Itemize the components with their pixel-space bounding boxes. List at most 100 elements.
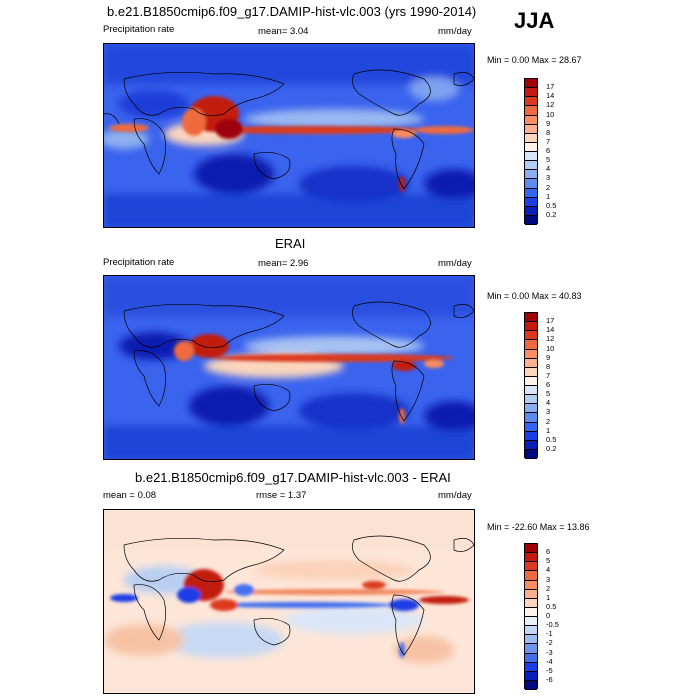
colorbar-tick-label: 7 <box>546 136 551 146</box>
colorbar-swatch <box>525 404 537 414</box>
colorbar-swatch <box>525 170 537 180</box>
panel2-colorbar <box>524 312 538 459</box>
colorbar-tick-label: 5 <box>546 155 551 165</box>
colorbar-tick-label: 0.5 <box>546 434 557 444</box>
colorbar-swatch <box>525 589 537 599</box>
season-label: JJA <box>514 8 555 33</box>
colorbar-tick-label: 3 <box>546 407 551 417</box>
colorbar-tick-label: 17 <box>546 82 555 92</box>
colorbar-swatch <box>525 431 537 441</box>
panel1-units: mm/day <box>438 26 472 37</box>
colorbar-swatch <box>525 313 537 323</box>
colorbar-tick-label: 0.5 <box>546 200 557 210</box>
colorbar-tick-label: 5 <box>546 389 551 399</box>
colorbar-tick-label: -4 <box>546 656 553 666</box>
panel2-left-label: Precipitation rate <box>103 257 175 268</box>
panel3-mean: mean = 0.08 <box>103 490 157 501</box>
colorbar-swatch <box>525 115 537 125</box>
colorbar-tick-label: -6 <box>546 674 553 684</box>
colorbar-swatch <box>525 662 537 672</box>
colorbar-tick-label: 14 <box>546 325 555 335</box>
panel1-map-field <box>104 44 474 227</box>
colorbar-swatch <box>525 106 537 116</box>
colorbar-tick-label: -1 <box>546 629 553 639</box>
colorbar-tick-label: 12 <box>546 334 555 344</box>
panel2-map <box>103 275 475 460</box>
colorbar-swatch <box>525 97 537 107</box>
panel1-mean: mean= 3.04 <box>258 26 309 37</box>
colorbar-swatch <box>525 124 537 134</box>
colorbar-tick-label: 2 <box>546 583 551 593</box>
colorbar-swatch <box>525 644 537 654</box>
colorbar-tick-label: 1 <box>546 191 551 201</box>
colorbar-swatch <box>525 358 537 368</box>
panel3-map <box>103 509 475 694</box>
colorbar-swatch <box>525 449 537 459</box>
colorbar-tick-label: 1 <box>546 592 551 602</box>
colorbar-swatch <box>525 440 537 450</box>
colorbar-tick-label: 3 <box>546 574 551 584</box>
colorbar-swatch <box>525 626 537 636</box>
colorbar-tick-label: 6 <box>546 380 551 389</box>
colorbar-swatch <box>525 133 537 143</box>
colorbar-swatch <box>525 340 537 350</box>
colorbar-swatch <box>525 617 537 627</box>
colorbar-swatch <box>525 142 537 152</box>
colorbar-tick-label: 2 <box>546 416 551 426</box>
panel2-minmax: Min = 0.00 Max = 40.83 <box>487 291 582 301</box>
colorbar-tick-label: 9 <box>546 352 551 362</box>
colorbar-tick-label: -3 <box>546 647 553 657</box>
colorbar-tick-label: -0.5 <box>546 620 559 630</box>
colorbar-swatch <box>525 395 537 405</box>
colorbar-tick-label: 10 <box>546 343 555 353</box>
colorbar-swatch <box>525 79 537 89</box>
colorbar-swatch <box>525 422 537 432</box>
colorbar-tick-label: 2 <box>546 182 551 192</box>
colorbar-swatch <box>525 179 537 189</box>
panel3-rmse: rmse = 1.37 <box>256 490 307 501</box>
panel1-map <box>103 43 475 228</box>
colorbar-tick-label: 9 <box>546 118 551 128</box>
colorbar-swatch <box>525 322 537 332</box>
colorbar-tick-label: 12 <box>546 100 555 110</box>
colorbar-swatch <box>525 206 537 216</box>
colorbar-tick-label: 0.2 <box>546 443 557 453</box>
colorbar-tick-label: 6 <box>546 547 551 557</box>
panel1-left-label: Precipitation rate <box>103 24 175 35</box>
colorbar-swatch <box>525 367 537 377</box>
colorbar-tick-label: 7 <box>546 370 551 380</box>
colorbar-swatch <box>525 571 537 581</box>
panel3-colorbar <box>524 543 538 690</box>
colorbar-tick-label: 4 <box>546 565 551 575</box>
panel2-mean: mean= 2.96 <box>258 258 309 269</box>
colorbar-swatch <box>525 653 537 663</box>
colorbar-tick-label: 17 <box>546 316 555 326</box>
panel2-units: mm/day <box>438 258 472 269</box>
panel2-map-field <box>104 276 474 459</box>
colorbar-swatch <box>525 607 537 617</box>
colorbar-swatch <box>525 635 537 645</box>
colorbar-swatch <box>525 598 537 608</box>
colorbar-swatch <box>525 88 537 98</box>
panel1-title: b.e21.B1850cmip6.f09_g17.DAMIP-hist-vlc.… <box>107 4 477 19</box>
colorbar-tick-label: 0 <box>546 611 551 620</box>
colorbar-swatch <box>525 580 537 590</box>
colorbar-swatch <box>525 413 537 423</box>
colorbar-tick-label: 3 <box>546 173 551 183</box>
colorbar-swatch <box>525 152 537 162</box>
colorbar-swatch <box>525 215 537 225</box>
colorbar-tick-label: 8 <box>546 361 551 371</box>
colorbar-swatch <box>525 544 537 554</box>
colorbar-tick-label: 4 <box>546 398 551 408</box>
colorbar-tick-label: -2 <box>546 638 553 648</box>
colorbar-tick-label: 5 <box>546 556 551 566</box>
colorbar-swatch <box>525 553 537 563</box>
colorbar-tick-label: 0.5 <box>546 601 557 611</box>
colorbar-swatch <box>525 562 537 572</box>
colorbar-swatch <box>525 386 537 396</box>
colorbar-swatch <box>525 188 537 198</box>
panel2-title: ERAI <box>275 236 306 251</box>
colorbar-swatch <box>525 331 537 341</box>
panel3-units: mm/day <box>438 490 472 501</box>
colorbar-swatch <box>525 161 537 171</box>
